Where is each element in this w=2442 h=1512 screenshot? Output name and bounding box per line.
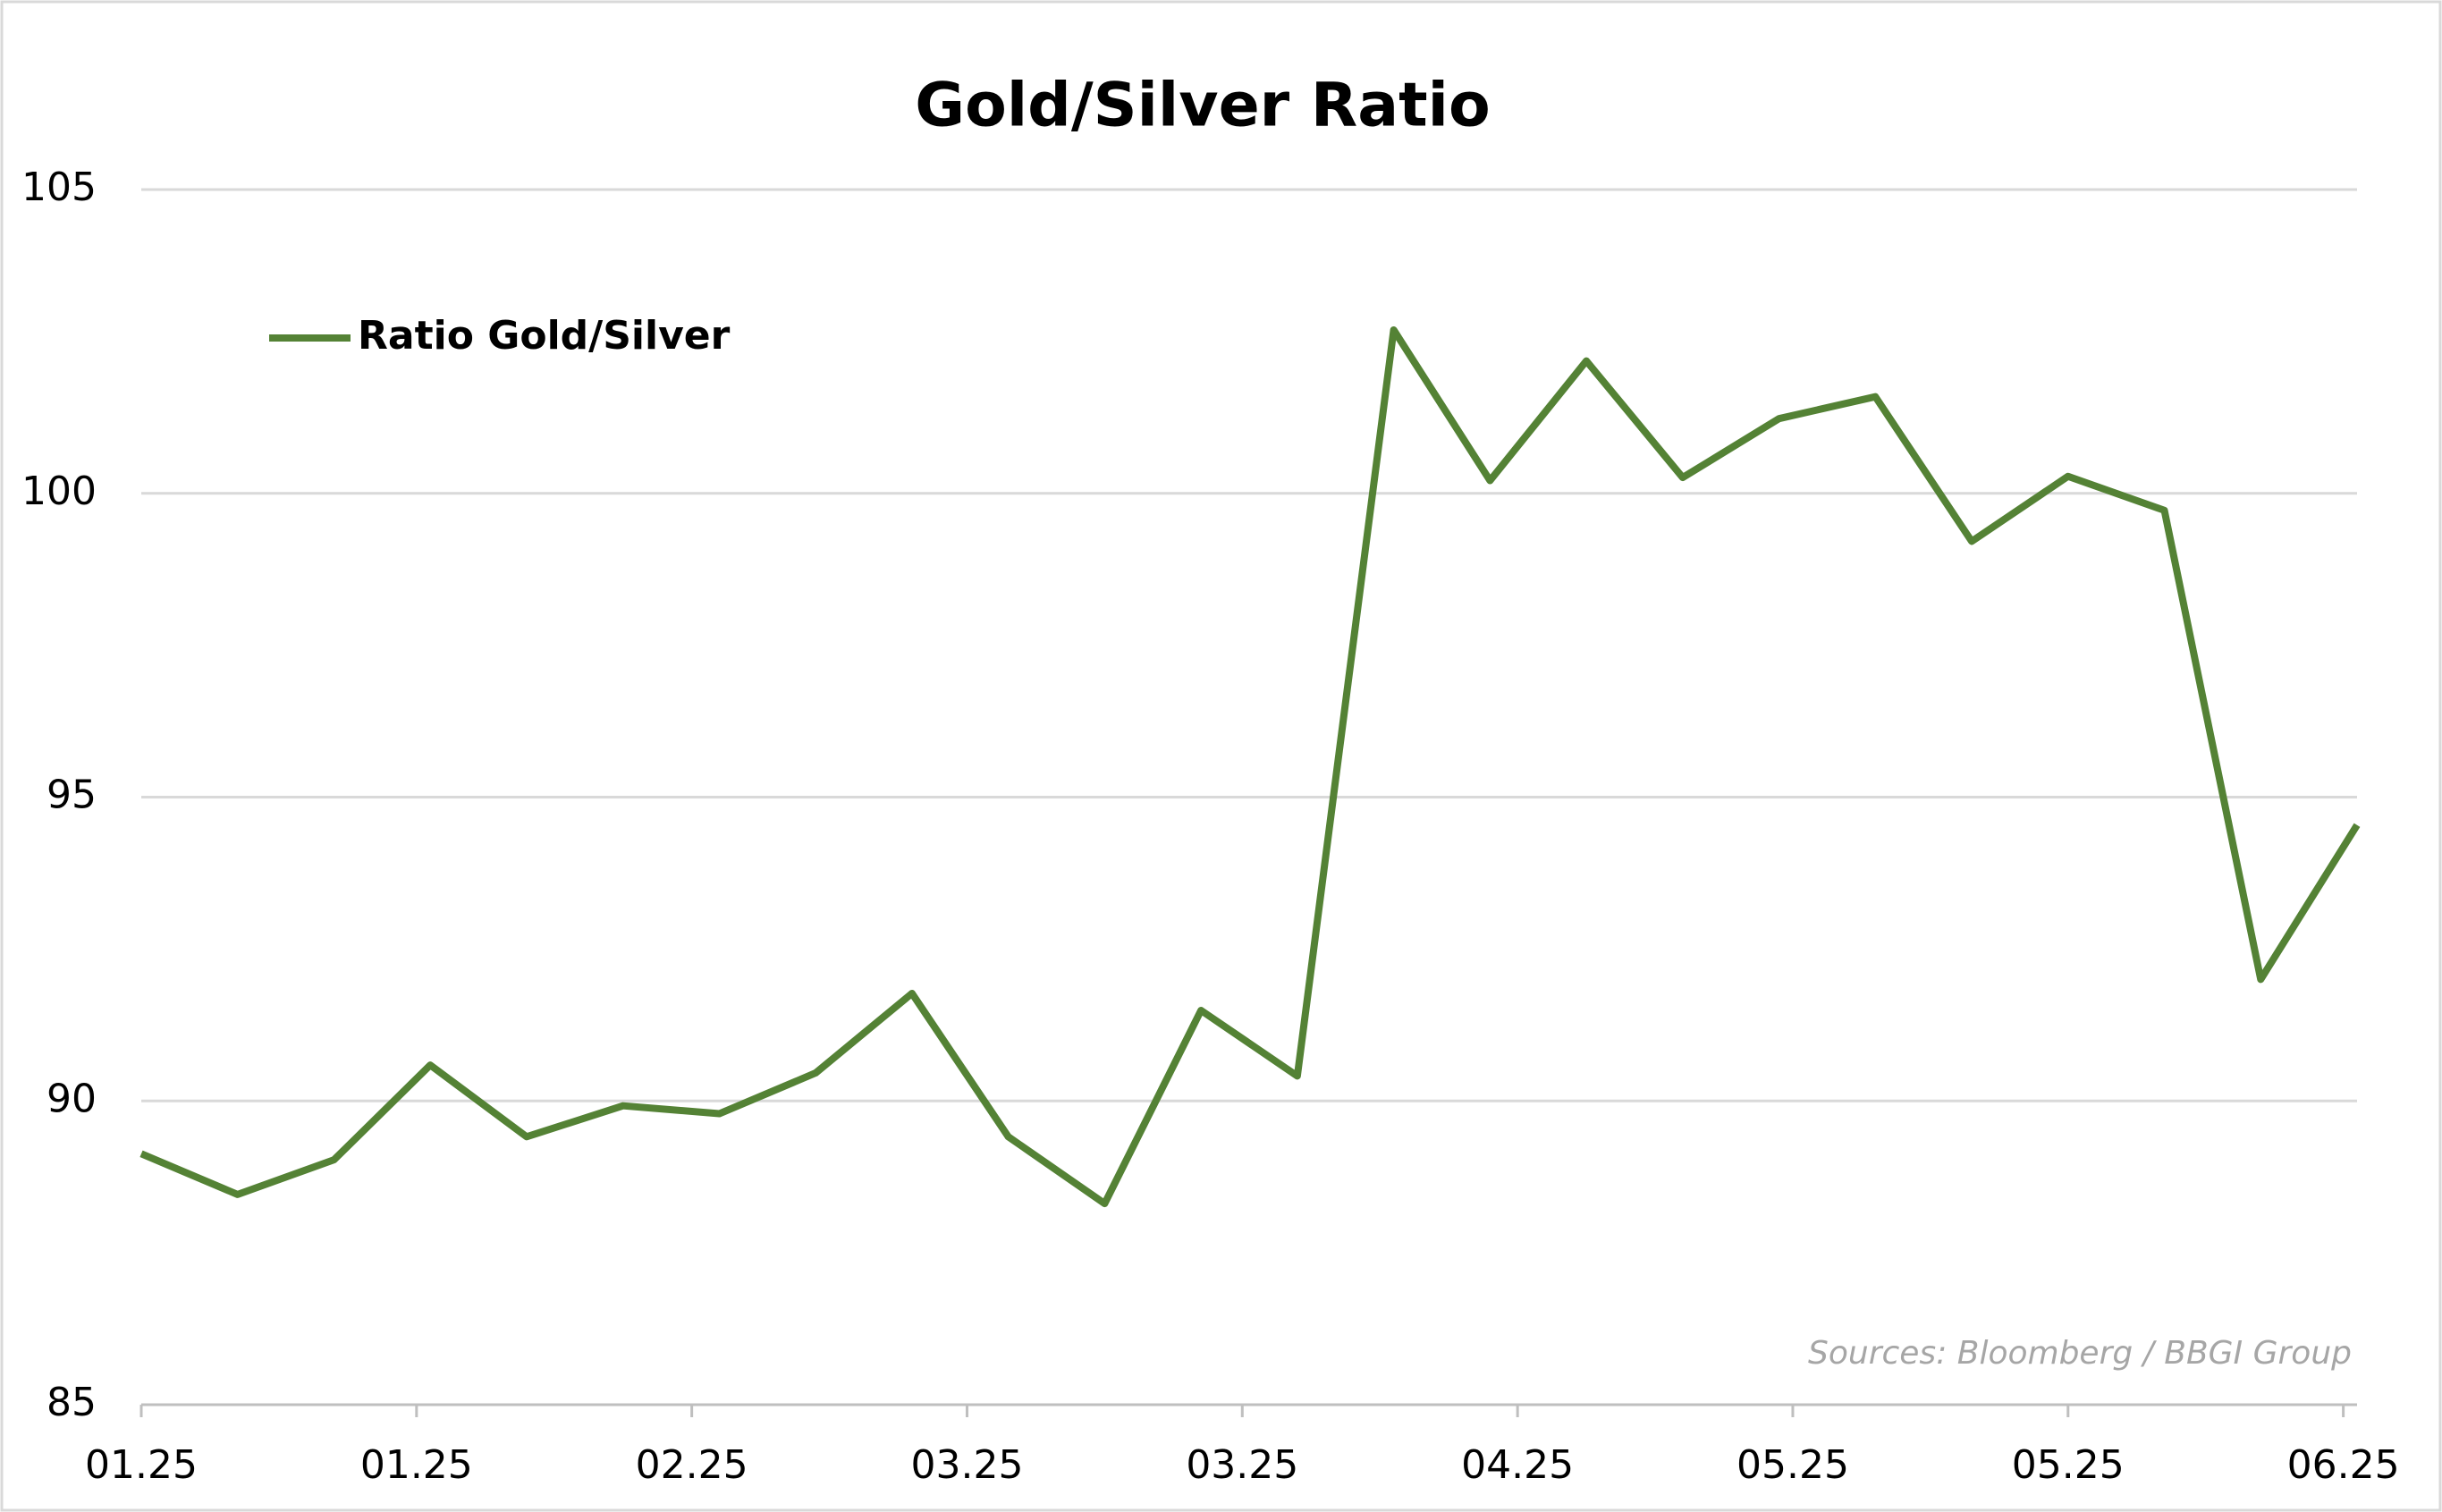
data-line — [139, 325, 2361, 1208]
x-tick-label: 05.25 — [2012, 1442, 2125, 1488]
x-tick-label: 05.25 — [1736, 1442, 1849, 1488]
chart-title: Gold/Silver Ratio — [915, 71, 1490, 141]
x-tick-label: 06.25 — [2287, 1442, 2400, 1488]
source-note: Sources: Bloomberg / BBGI Group — [1808, 1335, 2352, 1372]
legend-label: Ratio Gold/Silver — [358, 313, 731, 359]
y-tick-label: 90 — [46, 1076, 97, 1121]
y-tick-label: 85 — [46, 1380, 97, 1425]
x-tick-label: 04.25 — [1461, 1442, 1574, 1488]
x-tick-label: 01.25 — [360, 1442, 473, 1488]
y-tick-label: 100 — [21, 469, 97, 514]
x-tick-label: 01.25 — [85, 1442, 198, 1488]
x-tick-label: 02.25 — [636, 1442, 748, 1488]
x-tick-label: 03.25 — [1186, 1442, 1298, 1488]
y-tick-label: 105 — [21, 165, 97, 210]
x-tick-label: 03.25 — [910, 1442, 1023, 1488]
y-tick-label: 95 — [46, 773, 97, 818]
